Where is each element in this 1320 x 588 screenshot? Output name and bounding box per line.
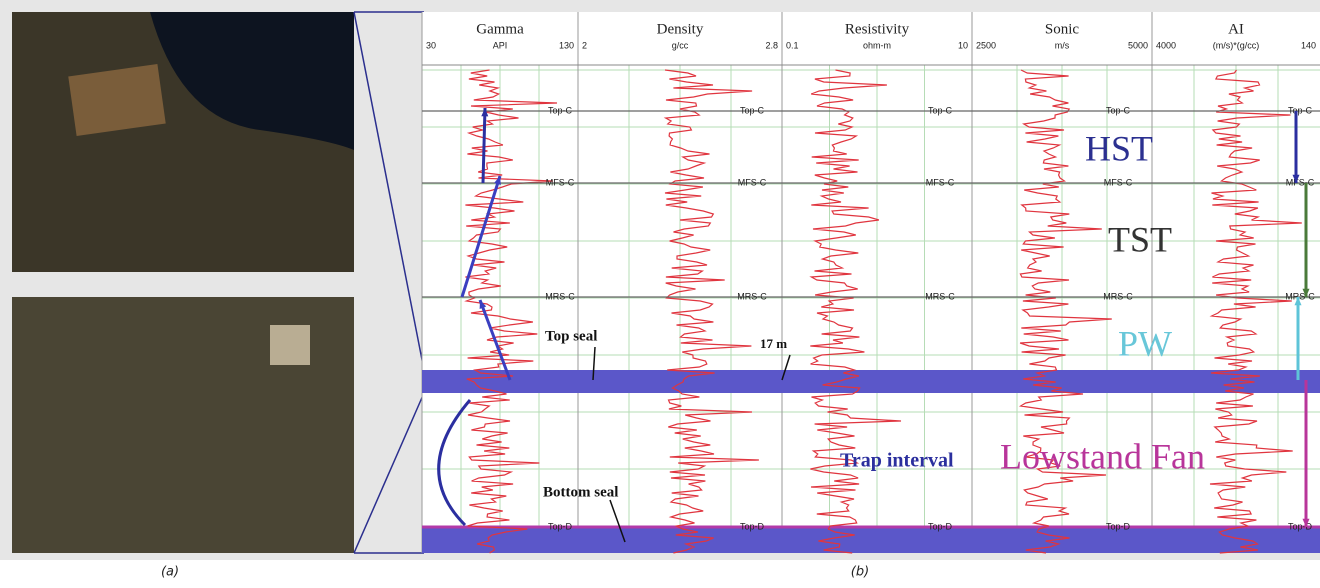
scale-max: 5000 bbox=[1128, 40, 1148, 50]
track-unit: g/cc bbox=[672, 40, 689, 50]
scale-max: 140 bbox=[1301, 40, 1316, 50]
marker-label: Top-D bbox=[740, 521, 765, 531]
systems-tract: HST bbox=[1085, 128, 1153, 168]
scale-min: 2 bbox=[582, 40, 587, 50]
scale-max: 130 bbox=[559, 40, 574, 50]
marker-label: Top-C bbox=[928, 105, 953, 115]
scale-max: 10 bbox=[958, 40, 968, 50]
track-name: Gamma bbox=[476, 21, 524, 37]
scale-min: 4000 bbox=[1156, 40, 1176, 50]
track-unit: m/s bbox=[1055, 40, 1070, 50]
scale-min: 30 bbox=[426, 40, 436, 50]
marker-label: MRS-C bbox=[925, 291, 955, 301]
track-unit: (m/s)*(g/cc) bbox=[1213, 40, 1260, 50]
marker-label: Top-D bbox=[548, 521, 573, 531]
marker-label: MRS-C bbox=[1103, 291, 1133, 301]
track-unit: API bbox=[493, 40, 508, 50]
marker-label: Top-D bbox=[1106, 521, 1131, 531]
marker-label: Top-C bbox=[1106, 105, 1131, 115]
marker-label: MRS-C bbox=[737, 291, 767, 301]
annotation: Trap interval bbox=[840, 450, 954, 472]
marker-label: Top-C bbox=[1288, 105, 1313, 115]
marker-label: MRS-C bbox=[1285, 291, 1315, 301]
seal-band bbox=[422, 370, 1320, 393]
scale-max: 2.8 bbox=[765, 40, 778, 50]
trend-arrow bbox=[483, 108, 485, 183]
track-name: Resistivity bbox=[845, 21, 910, 37]
track-name: AI bbox=[1228, 21, 1244, 37]
scale-min: 2500 bbox=[976, 40, 996, 50]
marker-label: MFS-C bbox=[546, 177, 575, 187]
annotation: Bottom seal bbox=[543, 484, 618, 500]
track-name: Density bbox=[657, 21, 704, 37]
panel-label: (b) bbox=[851, 565, 869, 580]
panel-label: (a) bbox=[161, 565, 179, 580]
marker-label: Top-C bbox=[548, 105, 573, 115]
annotation: Top seal bbox=[545, 328, 597, 344]
systems-tract: PW bbox=[1118, 323, 1172, 363]
annotation: 17 m bbox=[760, 336, 787, 351]
grain bbox=[68, 64, 165, 136]
marker-label: Top-D bbox=[1288, 521, 1313, 531]
scale-min: 0.1 bbox=[786, 40, 799, 50]
marker-label: MRS-C bbox=[545, 291, 575, 301]
marker-label: MFS-C bbox=[926, 177, 955, 187]
marker-label: Top-C bbox=[740, 105, 765, 115]
systems-tract: TST bbox=[1108, 219, 1172, 259]
marker-label: Top-D bbox=[928, 521, 953, 531]
marker-label: MFS-C bbox=[738, 177, 767, 187]
systems-tract: Lowstand Fan bbox=[1000, 436, 1205, 476]
track-name: Sonic bbox=[1045, 21, 1080, 37]
grain bbox=[270, 325, 310, 365]
marker-label: MFS-C bbox=[1286, 177, 1315, 187]
track-unit: ohm-m bbox=[863, 40, 891, 50]
marker-label: MFS-C bbox=[1104, 177, 1133, 187]
figure: (a) (b) Gamma API 30 130 Density g/cc 2 2.8 Resi… bbox=[0, 0, 1320, 583]
